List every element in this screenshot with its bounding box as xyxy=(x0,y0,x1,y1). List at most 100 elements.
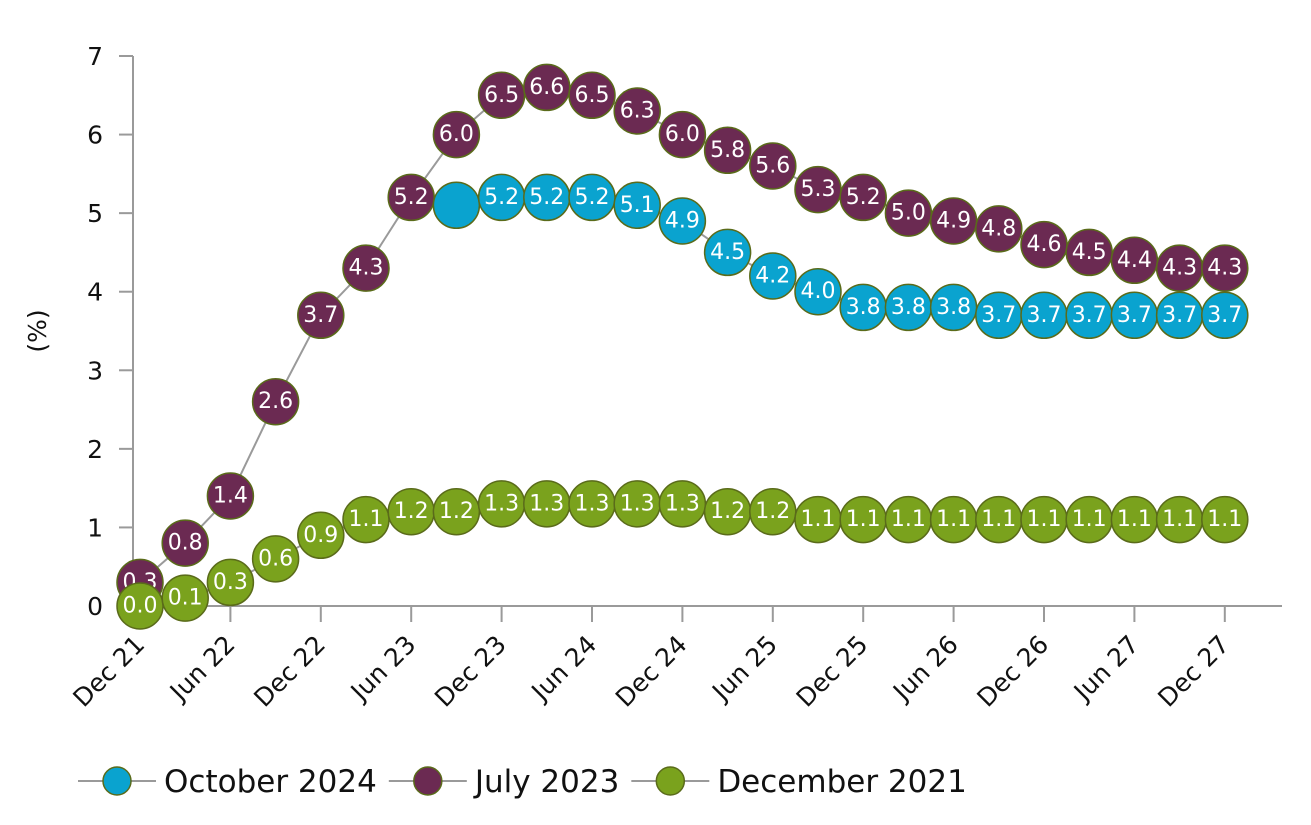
data-point xyxy=(297,291,345,340)
x-tick-label: Dec 25 xyxy=(791,630,874,713)
data-point xyxy=(794,267,842,316)
legend-label: December 2021 xyxy=(717,764,967,800)
data-label: 3.7 xyxy=(981,303,1016,328)
data-label: 4.3 xyxy=(1207,256,1242,281)
data-point xyxy=(975,205,1023,253)
data-label: 1.3 xyxy=(620,491,655,516)
data-label: 1.1 xyxy=(1207,507,1242,532)
data-point xyxy=(1201,291,1249,340)
data-label: 6.0 xyxy=(665,122,700,147)
data-label: 5.2 xyxy=(529,185,564,210)
x-tick-label: Jun 24 xyxy=(525,630,603,708)
data-label: 1.3 xyxy=(665,491,700,516)
legend-item: December 2021 xyxy=(631,764,967,800)
data-label: 6.0 xyxy=(439,122,474,147)
data-label: 1.3 xyxy=(575,491,610,516)
data-label: 1.1 xyxy=(1027,507,1062,532)
data-label: 1.1 xyxy=(801,507,836,532)
data-label: 0.0 xyxy=(123,594,158,619)
data-label: 4.9 xyxy=(665,209,700,234)
data-point xyxy=(251,535,300,583)
data-point xyxy=(658,110,707,159)
data-point xyxy=(297,511,345,560)
data-label: 1.3 xyxy=(484,491,519,516)
data-label: 4.3 xyxy=(349,256,384,281)
series-group: 0.3 0.8 1.4 2.6 3.7 4.3 5.2 6.0 6.5 6.6 6.5 6.3 6.0 5… xyxy=(116,63,1249,607)
legend-item: July 2023 xyxy=(388,764,620,800)
data-label: 1.1 xyxy=(846,507,881,532)
data-label: 1.2 xyxy=(710,499,745,524)
series-group: 0.0 0.1 0.3 0.6 0.9 1.1 1.2 1.2 1.3 1.3 1.3 1.3 1.3 1… xyxy=(116,480,1249,630)
data-label: 3.7 xyxy=(1162,303,1197,328)
x-tick-label: Jun 25 xyxy=(705,630,783,708)
data-label: 5.2 xyxy=(484,185,519,210)
y-tick-label: 0 xyxy=(87,592,103,621)
data-label: 4.0 xyxy=(801,279,836,304)
data-label: 1.1 xyxy=(1117,507,1152,532)
y-tick-label: 7 xyxy=(87,42,103,71)
legend-marker xyxy=(413,766,443,796)
y-tick-label: 6 xyxy=(87,121,103,150)
y-tick-label: 1 xyxy=(87,513,103,542)
data-point xyxy=(703,126,752,175)
data-label: 3.7 xyxy=(1027,303,1062,328)
data-label: 0.9 xyxy=(303,523,338,548)
x-tick-label: Dec 22 xyxy=(248,630,331,713)
data-point xyxy=(658,197,707,245)
x-tick-label: Jun 22 xyxy=(163,630,241,708)
y-tick-label: 4 xyxy=(87,278,103,307)
data-label: 5.0 xyxy=(891,201,926,226)
data-point xyxy=(749,142,797,190)
data-label: 0.1 xyxy=(168,586,203,611)
data-label: 3.7 xyxy=(1207,303,1242,328)
x-tick-label: Dec 26 xyxy=(971,630,1054,713)
data-label: 5.2 xyxy=(846,185,881,210)
legend: October 2024 July 2023 December 2021 xyxy=(78,764,967,800)
data-label: 3.8 xyxy=(891,295,926,320)
data-point xyxy=(749,252,797,300)
legend-label: October 2024 xyxy=(164,764,377,800)
x-tick-label: Dec 27 xyxy=(1152,630,1235,713)
y-tick-label: 3 xyxy=(87,356,103,385)
data-label: 0.6 xyxy=(258,546,293,571)
y-tick-label: 5 xyxy=(87,199,103,228)
data-label: 1.1 xyxy=(981,507,1016,532)
data-label: 1.1 xyxy=(1162,507,1197,532)
data-point xyxy=(703,228,752,277)
data-label: 4.9 xyxy=(936,209,971,234)
data-point xyxy=(568,71,616,120)
data-label: 6.6 xyxy=(529,75,564,100)
data-label: 4.2 xyxy=(755,264,790,289)
data-point xyxy=(839,173,887,222)
data-point xyxy=(251,377,300,426)
data-point xyxy=(613,181,661,230)
data-label: 1.2 xyxy=(439,499,474,524)
legend-label: July 2023 xyxy=(473,764,620,800)
data-label: 1.1 xyxy=(1072,507,1107,532)
data-label: 1.1 xyxy=(891,507,926,532)
data-label: 1.3 xyxy=(529,491,564,516)
data-label: 6.5 xyxy=(484,83,519,108)
data-label: 6.5 xyxy=(575,83,610,108)
data-point xyxy=(206,472,255,520)
data-label: 5.3 xyxy=(801,177,836,202)
data-label: 6.3 xyxy=(620,99,655,124)
x-tick-label: Dec 23 xyxy=(429,630,512,713)
data-label: 1.2 xyxy=(394,499,429,524)
data-label: 1.1 xyxy=(349,507,384,532)
x-tick-label: Dec 24 xyxy=(610,630,693,713)
y-axis-label: (%) xyxy=(23,309,52,352)
data-label: 5.2 xyxy=(575,185,610,210)
series-group: 5.2 5.2 5.2 5.1 4.9 4.5 4.2 4.0 3.8 3.8 3.8 3.7 3.7 3… xyxy=(432,173,1249,340)
x-tick-label: Jun 26 xyxy=(886,630,964,708)
legend-marker xyxy=(102,766,132,796)
legend-item: October 2024 xyxy=(78,764,377,800)
data-label: 5.8 xyxy=(710,138,745,163)
series-markers: 0.3 0.8 1.4 2.6 3.7 4.3 5.2 6.0 6.5 6.6 6.5 6.3 6.0 5… xyxy=(116,63,1249,630)
data-label: 4.5 xyxy=(1072,240,1107,265)
data-label: 4.3 xyxy=(1162,256,1197,281)
data-label: 3.7 xyxy=(303,303,338,328)
data-label: 3.7 xyxy=(1072,303,1107,328)
